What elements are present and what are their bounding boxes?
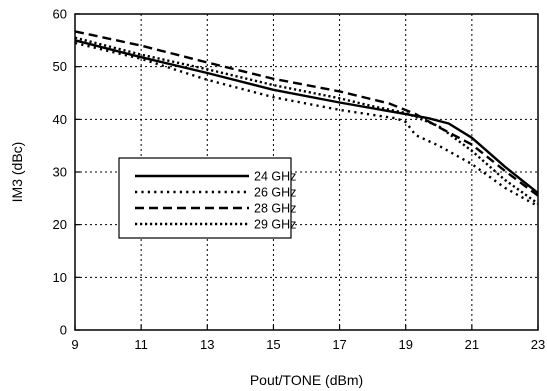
x-tick-label: 23 (531, 337, 545, 352)
legend: 24 GHz 26 GHz 28 GHz 29 GHz (118, 157, 296, 239)
x-tick-label: 17 (332, 337, 346, 352)
y-tick-label: 40 (53, 112, 67, 127)
legend-label-3: 28 GHz (254, 202, 296, 216)
tick-labels: 9 11 13 15 17 19 21 23 0 10 20 30 40 50 60 (53, 7, 546, 353)
legend-label-2: 26 GHz (254, 186, 296, 200)
y-tick-label: 0 (60, 323, 67, 338)
series-line-4 (74, 36, 539, 205)
legend-entries: 24 GHz 26 GHz 28 GHz 29 GHz (135, 170, 296, 232)
series-layer (74, 30, 539, 208)
grid (75, 14, 538, 330)
y-tick-label: 30 (53, 165, 67, 180)
x-tick-label: 19 (398, 337, 412, 352)
y-tick-label: 50 (53, 59, 67, 74)
x-tick-label: 21 (465, 337, 479, 352)
series-line-3 (74, 30, 539, 197)
series-line-1 (74, 39, 539, 195)
y-tick-label: 60 (53, 7, 67, 22)
y-tick-label: 10 (53, 270, 67, 285)
x-tick-label: 11 (134, 337, 148, 352)
ticks (74, 13, 539, 331)
x-tick-label: 13 (200, 337, 214, 352)
legend-label-4: 29 GHz (254, 218, 296, 232)
x-tick-label: 9 (71, 337, 78, 352)
x-tick-label: 15 (266, 337, 280, 352)
y-tick-label: 20 (53, 217, 67, 232)
x-axis-title: Pout/TONE (dBm) (250, 372, 363, 388)
y-axis-title: IM3 (dBc) (9, 142, 25, 203)
legend-label-1: 24 GHz (254, 170, 296, 184)
